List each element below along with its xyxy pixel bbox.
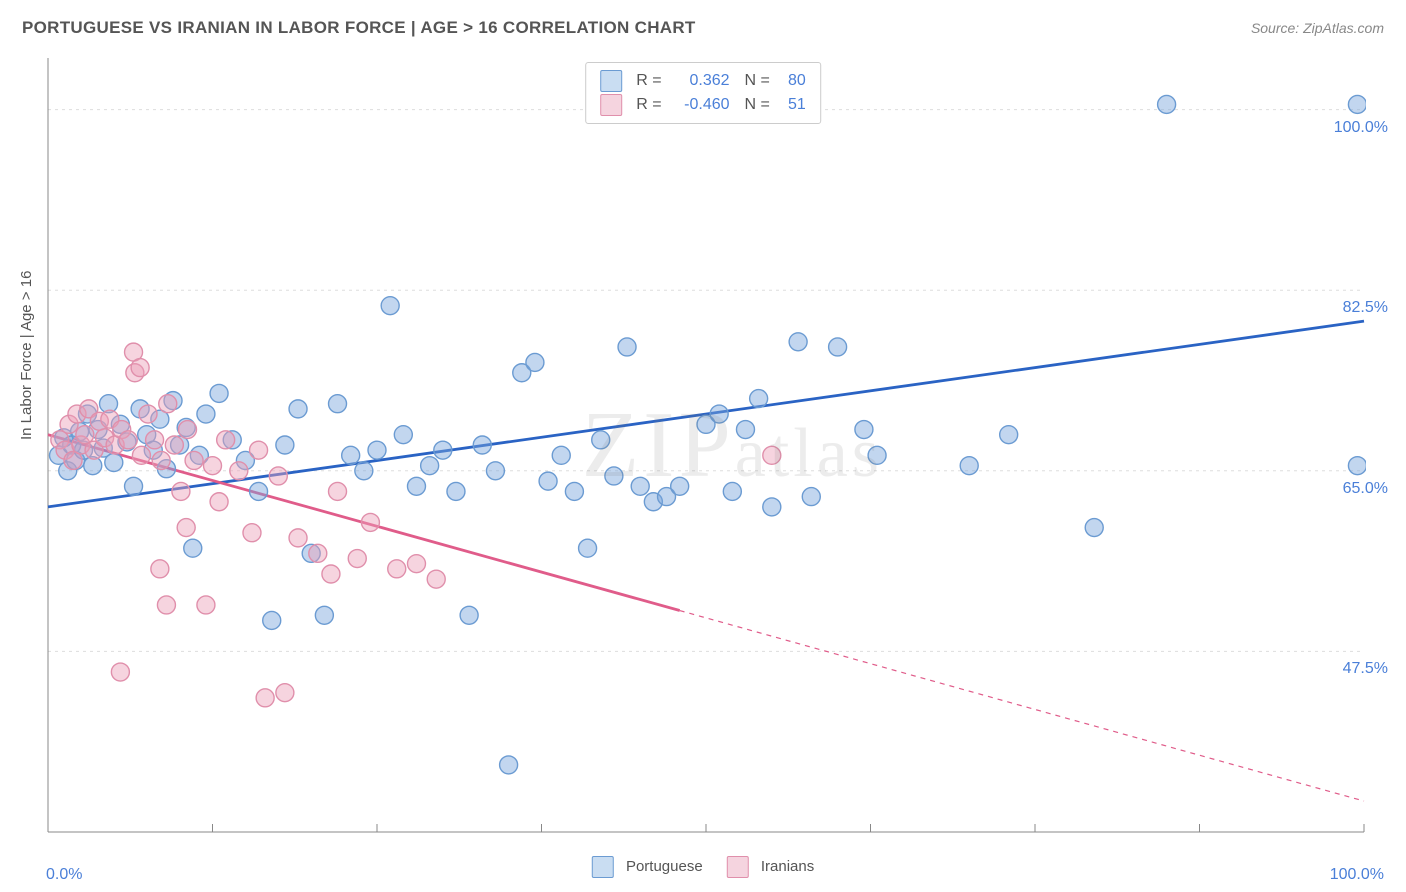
y-axis-label: In Labor Force | Age > 16 [18,271,35,440]
r-value: 0.362 [668,69,730,93]
plot-area: ZIPatlas [46,56,1366,834]
x-tick-left: 0.0% [46,866,82,884]
swatch-iranians [727,856,749,878]
bottom-legend: Portuguese Iranians [592,856,814,878]
scatter-svg [46,56,1366,834]
n-value: 80 [776,69,806,93]
swatch-portuguese [600,70,622,92]
x-tick-right: 100.0% [1330,866,1384,884]
chart-title: PORTUGUESE VS IRANIAN IN LABOR FORCE | A… [22,18,696,38]
correlation-legend: R = 0.362 N = 80 R = -0.460 N = 51 [585,62,821,124]
r-label: R = [636,69,661,93]
legend-row-iranians: R = -0.460 N = 51 [600,93,806,117]
legend-label: Portuguese [626,858,703,875]
y-tick-label: 65.0% [1343,480,1388,498]
legend-row-portuguese: R = 0.362 N = 80 [600,69,806,93]
n-label: N = [736,93,770,117]
y-tick-label: 47.5% [1343,660,1388,678]
chart-container: PORTUGUESE VS IRANIAN IN LABOR FORCE | A… [0,0,1406,892]
swatch-portuguese [592,856,614,878]
n-value: 51 [776,93,806,117]
legend-item-iranians: Iranians [727,856,815,878]
source-label: Source: ZipAtlas.com [1251,20,1384,36]
y-tick-label: 100.0% [1334,119,1388,137]
legend-label: Iranians [761,858,814,875]
swatch-iranians [600,94,622,116]
legend-item-portuguese: Portuguese [592,856,703,878]
r-value: -0.460 [668,93,730,117]
n-label: N = [736,69,770,93]
r-label: R = [636,93,661,117]
y-tick-label: 82.5% [1343,299,1388,317]
